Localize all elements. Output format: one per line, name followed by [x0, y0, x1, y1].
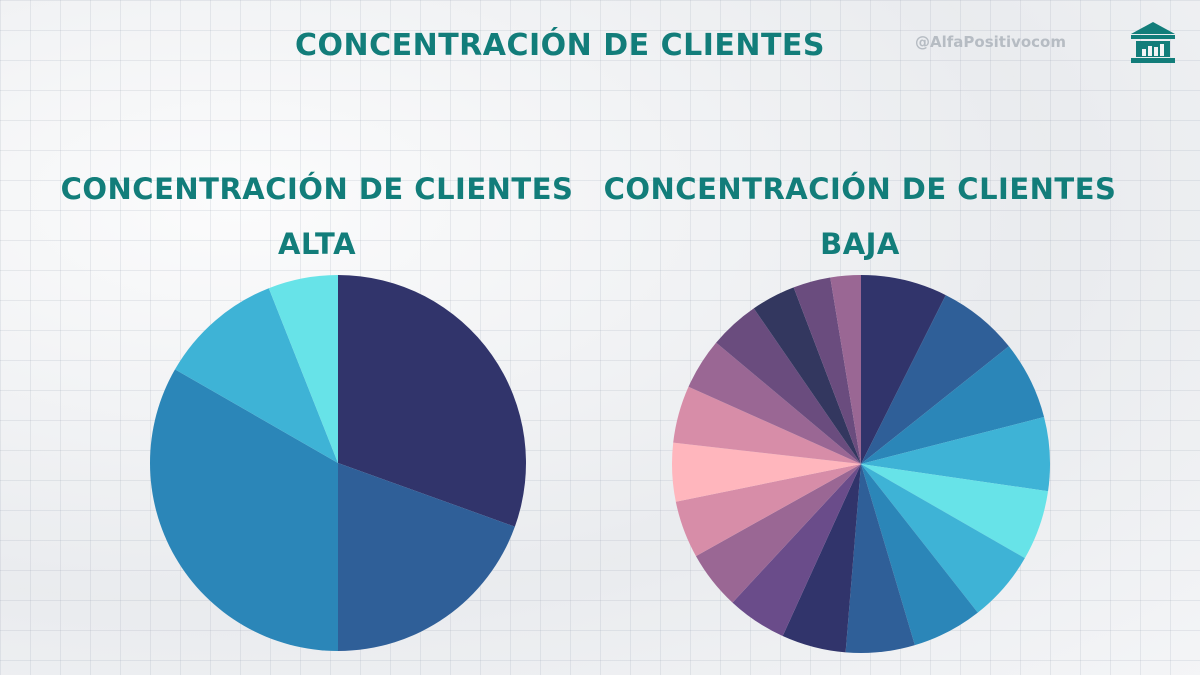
- bank-building-icon: [1131, 22, 1175, 63]
- pie-slice-13: [672, 442, 861, 502]
- pie-slice-18: [793, 277, 861, 464]
- pie-chart-baja: [672, 275, 1050, 653]
- pie-slice-4: [861, 416, 1050, 492]
- pie-slice-7: [861, 464, 978, 646]
- pie-slice-17: [753, 287, 861, 464]
- chart-title-line1: Concentración de clientes: [603, 172, 1117, 206]
- pie-slice-5: [268, 275, 338, 463]
- pie-chart-alta: [150, 275, 526, 651]
- pie-slice-15: [688, 342, 861, 464]
- social-handle: @AlfaPositivocom: [915, 33, 1066, 51]
- pie-slice-10: [732, 464, 861, 637]
- pie-slice-5: [861, 464, 1049, 559]
- pie-slice-11: [695, 464, 861, 603]
- pie-slice-9: [782, 464, 861, 653]
- pie-slice-16: [716, 308, 861, 464]
- pie-slice-2: [861, 295, 1009, 464]
- pie-slice-3: [150, 369, 338, 651]
- pie-slice-6: [861, 464, 1025, 613]
- pie-slice-14: [673, 386, 861, 464]
- pie-slice-2: [338, 463, 515, 651]
- chart-title-line2: baja: [820, 227, 900, 261]
- pie-slice-12: [675, 464, 861, 557]
- page-title: Concentración de clientes: [294, 28, 826, 63]
- pie-slice-1: [338, 275, 526, 527]
- chart-title-line2: alta: [277, 227, 357, 261]
- chart-title-line1: Concentración de clientes: [60, 172, 574, 206]
- pie-slice-1: [861, 275, 946, 464]
- chart-title-alta: Concentración de clientes alta: [37, 162, 597, 272]
- pie-slice-4: [174, 288, 338, 463]
- pie-slice-19: [830, 275, 861, 464]
- chart-title-baja: Concentración de clientes baja: [580, 162, 1140, 272]
- pie-slice-8: [845, 464, 915, 653]
- pie-slice-3: [861, 346, 1045, 464]
